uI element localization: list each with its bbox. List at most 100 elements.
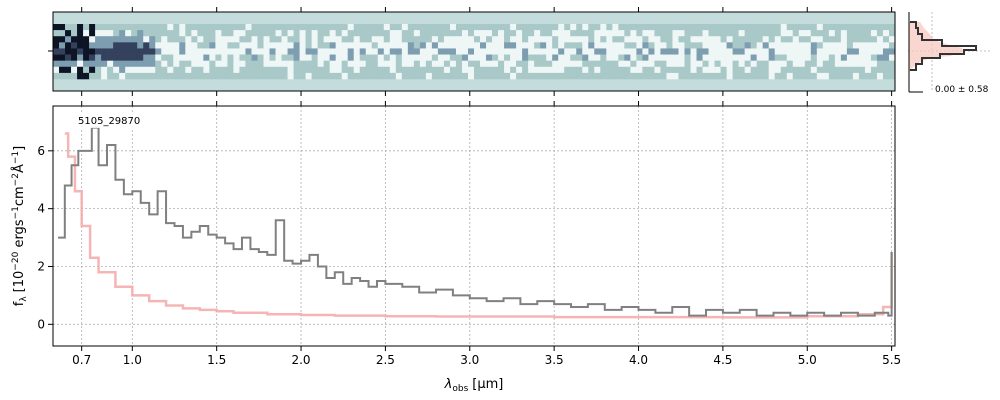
- spectrum-2d-cell: [480, 24, 487, 31]
- spectrum-2d-cell: [678, 60, 685, 68]
- spectrum-2d-cell: [618, 60, 625, 68]
- spectrum-2d-cell: [690, 60, 697, 68]
- spectrum-2d-cell: [744, 30, 751, 37]
- spectrum-2d-cell: [317, 60, 324, 68]
- spectrum-2d-cell: [215, 24, 222, 31]
- spectrum-2d-cell: [840, 60, 848, 68]
- spectrum-2d-cell: [534, 42, 541, 49]
- spectrum-2d-cell: [221, 66, 228, 74]
- spectrum-2d-cell: [239, 48, 246, 55]
- spectrum-2d-cell: [59, 66, 66, 74]
- spectrum-2d-cell: [257, 72, 264, 80]
- spectrum-2d-cell: [383, 66, 391, 74]
- spectrum-2d-cell: [221, 72, 228, 80]
- spectrum-2d-cell: [101, 36, 108, 43]
- spectrum-2d-cell: [437, 48, 445, 55]
- spectrum-2d-cell: [588, 30, 595, 37]
- spectrum-2d-cell: [510, 42, 517, 49]
- spectrum-2d-cell: [534, 48, 541, 55]
- spectrum-2d-cell: [540, 48, 547, 55]
- spectrum-2d-cell: [71, 54, 78, 61]
- spectrum-2d-cell: [83, 42, 90, 49]
- spectrum-2d-cell: [419, 66, 427, 74]
- spectrum-2d-cell: [197, 72, 204, 80]
- spectrum-2d-cell: [624, 66, 631, 74]
- spectrum-2d-cell: [221, 60, 228, 68]
- spectrum-2d-cell: [173, 66, 180, 74]
- spectrum-2d-cell: [461, 54, 469, 61]
- spectrum-2d-cell: [191, 66, 198, 74]
- spectrum-2d-cell: [245, 60, 252, 68]
- spectrum-2d-cell: [690, 42, 697, 49]
- spectrum-2d-cell: [852, 30, 860, 37]
- spectrum-2d-cell: [564, 36, 571, 43]
- spectrum-2d-cell: [71, 42, 78, 49]
- spectrum-2d-cell: [173, 30, 180, 37]
- spectrum-2d-cell: [407, 54, 415, 61]
- spectrum-2d-cell: [83, 66, 90, 74]
- spectrum-2d-cell: [275, 36, 282, 43]
- series-layer: [58, 126, 893, 319]
- spectrum-2d-cell: [804, 60, 812, 68]
- spectrum-2d-cell: [161, 66, 168, 74]
- spectrum-2d-cell: [119, 30, 126, 37]
- spectrum-2d-cell: [293, 66, 300, 74]
- spectrum-2d-cell: [882, 54, 890, 61]
- spectrum-2d-cell: [732, 72, 739, 80]
- spectrum-2d-cell: [738, 66, 745, 74]
- spectrum-2d-cell: [486, 66, 493, 74]
- spectrum-2d-cell: [257, 66, 264, 74]
- spectrum-2d-cell: [612, 42, 619, 49]
- spectrum-2d-cell: [720, 48, 727, 55]
- spectrum-2d-cell: [167, 42, 174, 49]
- spectrum-2d-cell: [251, 36, 258, 43]
- spectrum-2d-cell: [840, 42, 848, 49]
- spectrum-2d-cell: [486, 48, 493, 55]
- spectrum-2d-cell: [263, 36, 270, 43]
- spectrum-2d-cell: [245, 42, 252, 49]
- spectrum-2d-cell: [401, 72, 409, 80]
- spectrum-2d-cell: [425, 30, 433, 37]
- spectrum-2d-cell: [810, 66, 818, 74]
- spectrum-2d-cell: [834, 36, 842, 43]
- spectrum-2d-cell: [221, 36, 228, 43]
- spectrum-2d-cell: [413, 54, 421, 61]
- spectrum-2d-cell: [191, 24, 198, 31]
- spectrum-2d-cell: [395, 48, 403, 55]
- spectrum-2d-cell: [762, 54, 769, 61]
- spectrum-2d-cell: [648, 24, 655, 31]
- spectrum-2d-cell: [492, 24, 499, 31]
- spectrum-2d-cell: [618, 72, 625, 80]
- spectrum-2d-cell: [407, 72, 415, 80]
- spectrum-2d-cell: [311, 66, 318, 74]
- spectrum-2d-cell: [239, 72, 246, 80]
- spectrum-2d-cell: [594, 66, 601, 74]
- spectrum-2d-cell: [389, 42, 397, 49]
- spectrum-2d-cell: [311, 72, 318, 80]
- spectrum-2d-cell: [125, 30, 132, 37]
- spectrum-2d-cell: [407, 30, 415, 37]
- spectrum-2d-cell: [828, 24, 836, 31]
- spectrum-2d-cell: [449, 30, 457, 37]
- spectrum-2d-cell: [203, 66, 210, 74]
- spectrum-2d-cell: [792, 72, 800, 80]
- spectrum-2d-cell: [582, 36, 589, 43]
- spectrum-2d-cell: [612, 66, 619, 74]
- spectrum-2d-cell: [83, 36, 90, 43]
- spectrum-2d-cell: [107, 42, 114, 49]
- spectrum-2d-cell: [498, 30, 505, 37]
- spectrum-2d-cell: [455, 60, 463, 68]
- spectrum-2d-cell: [648, 30, 655, 37]
- spectrum-2d-cell: [407, 66, 415, 74]
- spectrum-2d-cell: [534, 72, 541, 80]
- spectrum-2d-cell: [185, 72, 192, 80]
- spectrum-2d-cell: [59, 72, 66, 80]
- spectrum-2d-cell: [347, 36, 355, 43]
- spectrum-2d-cell: [606, 48, 613, 55]
- spectrum-2d-cell: [684, 72, 691, 80]
- spectrum-2d-cell: [852, 60, 860, 68]
- spectrum-2d-cell: [443, 66, 451, 74]
- spectrum-2d-cell: [726, 60, 733, 68]
- spectrum-2d-cell: [335, 66, 342, 74]
- spectrum-2d-cell: [101, 30, 108, 37]
